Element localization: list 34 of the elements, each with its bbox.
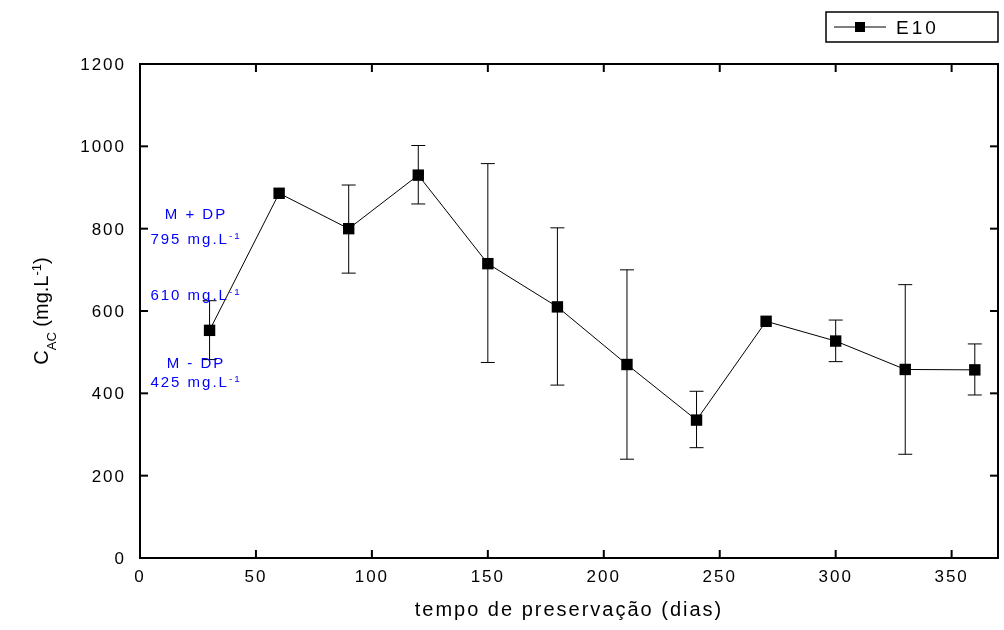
annotation: 610 mg.L$^{-1}$ (150, 285, 242, 303)
y-tick-label: 200 (91, 466, 126, 486)
x-tick-label: 250 (702, 567, 737, 586)
annotation: M - DP (166, 354, 226, 371)
x-axis-title: tempo de preservação (dias) (414, 598, 724, 620)
point (482, 257, 494, 270)
point (969, 364, 981, 376)
y-tick-label: 1200 (80, 55, 126, 74)
point (760, 315, 772, 327)
point (621, 358, 633, 371)
y-tick-label: 800 (91, 219, 126, 239)
point (412, 169, 424, 181)
point (551, 301, 564, 313)
legend-label: E10 (896, 17, 939, 38)
point (343, 222, 355, 235)
y-tick-label: 0 (114, 549, 126, 568)
point (273, 187, 285, 199)
annotation: 425 mg.L$^{-1}$ (150, 372, 242, 390)
x-tick-label: 300 (818, 567, 853, 586)
x-tick-label: 200 (586, 567, 621, 586)
point (829, 335, 842, 347)
x-tick-label: 150 (470, 567, 506, 586)
x-tick-label: 350 (934, 567, 969, 586)
y-tick-label: 1000 (80, 137, 126, 157)
y-tick-label: 600 (91, 302, 126, 321)
point (203, 324, 216, 337)
x-tick-label: 100 (354, 567, 390, 586)
x-tick-label: 50 (244, 567, 268, 586)
point (899, 363, 911, 376)
annotation: 795 mg.L$^{-1}$ (150, 229, 242, 247)
y-tick-label: 400 (91, 384, 126, 404)
point (690, 414, 703, 426)
x-tick-label: 0 (134, 567, 146, 586)
annotation: M + DP (164, 205, 228, 222)
